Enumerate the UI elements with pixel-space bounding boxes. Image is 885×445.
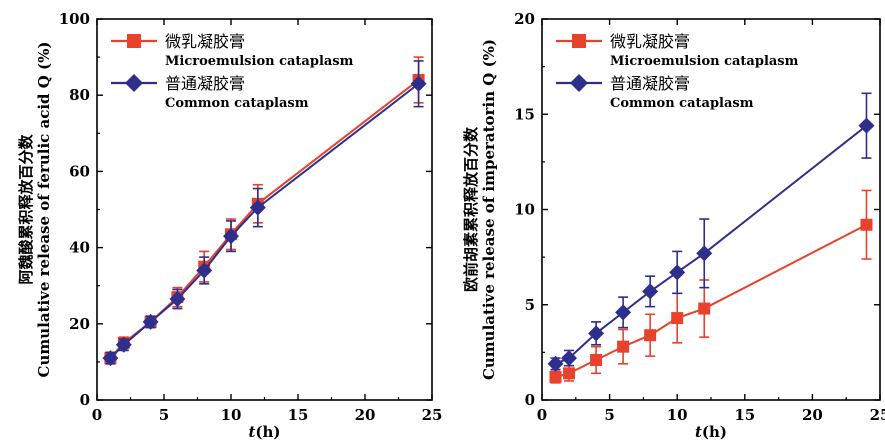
series-1 (549, 189, 873, 384)
x-tick-label: 0 (537, 406, 547, 424)
legend-label-cn: 微乳凝胶膏 (165, 32, 245, 51)
data-point (590, 353, 603, 366)
data-point (617, 340, 630, 353)
legend-label-cn: 微乳凝胶膏 (610, 32, 690, 51)
legend-marker (570, 74, 588, 92)
series-2 (547, 92, 875, 372)
x-axis-title: t(h) (695, 423, 727, 441)
y-axis-title-cn: 欧前胡素累积释放百分数 (462, 126, 480, 292)
legend-label-cn: 普通凝胶膏 (610, 74, 690, 93)
data-point (858, 117, 875, 134)
x-tick-label: 5 (604, 406, 614, 424)
x-tick-label: 20 (355, 406, 376, 424)
x-tick-label: 0 (92, 406, 102, 424)
legend-marker (127, 34, 141, 48)
series-2 (102, 60, 427, 367)
x-tick-label: 15 (288, 406, 309, 424)
data-point (223, 228, 239, 245)
y-tick-label: 0 (80, 391, 90, 409)
chart-1: 0 5 10 15 20 25 0 20 40 60 80 100 t(h) 阿魏酸累积释放百分数 Cumu… (17, 10, 442, 441)
data-point (563, 367, 576, 380)
data-point (696, 245, 713, 262)
y-tick-label: 40 (69, 239, 90, 257)
data-point (549, 371, 562, 384)
x-axis-title: t(h) (248, 423, 280, 441)
y-axis-title: Cumulative release of ferulic acid Q (%) (35, 42, 53, 378)
legend: 微乳凝胶膏 Microemulsion cataplasm 普通凝胶膏 Common … (556, 32, 799, 111)
x-tick-label: 5 (159, 406, 169, 424)
series-line (109, 82, 420, 359)
data-point (196, 262, 213, 279)
y-axis-title: Cumulative release of imperatorin Q (%) (480, 39, 498, 380)
legend-marker (572, 34, 586, 48)
data-point (410, 75, 427, 92)
data-point (615, 304, 632, 321)
legend: 微乳凝胶膏 Microemulsion cataplasm 普通凝胶膏 Common … (111, 32, 354, 111)
data-point (698, 302, 711, 315)
x-tick-label: 10 (221, 406, 242, 424)
legend-label: Microemulsion cataplasm (165, 54, 354, 69)
data-point (561, 350, 578, 367)
x-tick-label: 25 (422, 406, 443, 424)
y-tick-label: 5 (525, 296, 535, 314)
y-tick-label: 80 (69, 86, 90, 104)
y-tick-label: 60 (69, 162, 90, 180)
x-tick-label: 15 (734, 406, 755, 424)
plot-frame (96, 18, 433, 401)
x-tick-label: 25 (870, 406, 885, 424)
y-tick-label: 15 (514, 105, 535, 123)
x-tick-label: 10 (667, 406, 688, 424)
plot-frame (541, 18, 881, 401)
y-tick-label: 0 (525, 391, 535, 409)
data-point (642, 283, 659, 300)
data-point (547, 355, 564, 372)
data-point (860, 218, 873, 231)
y-tick-label: 100 (59, 10, 90, 28)
legend-label: Common cataplasm (610, 96, 754, 111)
data-point (102, 350, 119, 367)
y-tick-label: 20 (69, 315, 90, 333)
legend-label-cn: 普通凝胶膏 (165, 74, 245, 93)
data-point (644, 329, 657, 342)
x-tick-label: 20 (802, 406, 823, 424)
y-axis-title-cn: 阿魏酸累积释放百分数 (17, 134, 35, 285)
legend-label: Common cataplasm (165, 96, 309, 111)
legend-label: Microemulsion cataplasm (610, 54, 799, 69)
data-point (115, 336, 132, 353)
legend-marker (125, 74, 143, 92)
y-tick-label: 20 (514, 10, 535, 28)
y-tick-label: 10 (514, 201, 535, 219)
data-point (249, 199, 266, 216)
data-point (588, 325, 605, 342)
data-point (142, 313, 159, 330)
chart-2: 0 5 10 15 20 25 0 5 10 15 20 t(h) 欧前胡素累积释放百分数Cumulat… (462, 10, 885, 441)
data-point (671, 312, 684, 325)
data-point (669, 264, 686, 281)
data-point (169, 291, 186, 308)
series-line (555, 124, 868, 365)
